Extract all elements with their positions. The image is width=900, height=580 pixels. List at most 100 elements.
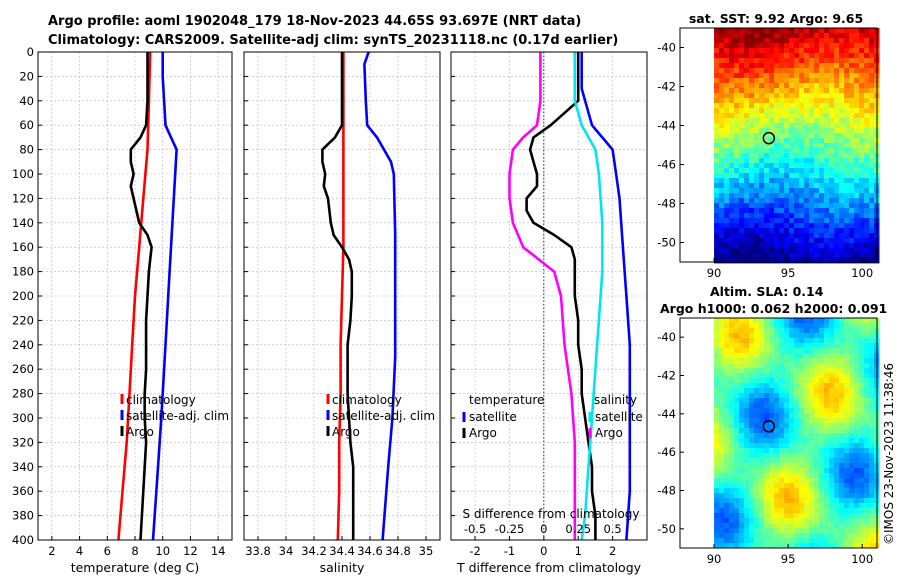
map-pixel bbox=[774, 153, 780, 159]
map-pixel bbox=[744, 513, 750, 519]
map-pixel bbox=[774, 138, 780, 144]
map-pixel bbox=[869, 383, 875, 389]
map-pixel bbox=[764, 468, 770, 474]
map-pixel bbox=[814, 448, 820, 454]
map-pixel bbox=[814, 538, 820, 544]
map-pixel bbox=[864, 113, 870, 119]
map-pixel bbox=[719, 243, 725, 249]
y-tick-label: 320 bbox=[12, 435, 34, 449]
map-pixel bbox=[739, 443, 745, 449]
map-pixel bbox=[829, 163, 835, 169]
map-pixel bbox=[799, 528, 805, 534]
map-pixel bbox=[799, 333, 805, 339]
legend-label: climatology bbox=[126, 393, 196, 407]
map-pixel bbox=[859, 143, 865, 149]
map-pixel bbox=[769, 503, 775, 509]
map-pixel bbox=[829, 178, 835, 184]
map-pixel bbox=[789, 448, 795, 454]
map-pixel bbox=[839, 378, 845, 384]
map-pixel bbox=[789, 378, 795, 384]
map-pixel bbox=[814, 413, 820, 419]
map-pixel bbox=[779, 398, 785, 404]
map-pixel bbox=[714, 488, 720, 494]
map-pixel bbox=[844, 343, 850, 349]
map-pixel bbox=[869, 133, 875, 139]
map-pixel bbox=[854, 453, 860, 459]
map-pixel bbox=[729, 498, 735, 504]
map-pixel bbox=[744, 488, 750, 494]
map-pixel bbox=[819, 423, 825, 429]
map-pixel bbox=[804, 518, 810, 524]
map-pixel bbox=[854, 33, 860, 39]
map-pixel bbox=[824, 168, 830, 174]
map-pixel bbox=[789, 143, 795, 149]
map-pixel bbox=[714, 118, 720, 124]
map-pixel bbox=[724, 533, 730, 539]
map-pixel bbox=[809, 413, 815, 419]
map-pixel bbox=[724, 318, 730, 324]
map-pixel bbox=[714, 168, 720, 174]
map-pixel bbox=[789, 63, 795, 69]
map-pixel bbox=[784, 538, 790, 544]
map-pixel bbox=[834, 378, 840, 384]
map-pixel bbox=[809, 123, 815, 129]
map-pixel bbox=[819, 43, 825, 49]
map-pixel bbox=[719, 443, 725, 449]
map-pixel bbox=[754, 498, 760, 504]
map-pixel bbox=[859, 538, 865, 544]
map-pixel bbox=[844, 438, 850, 444]
map-pixel bbox=[794, 363, 800, 369]
map-pixel bbox=[864, 163, 870, 169]
map-pixel bbox=[769, 33, 775, 39]
map-pixel bbox=[869, 48, 875, 54]
map-pixel bbox=[864, 383, 870, 389]
map-pixel bbox=[849, 348, 855, 354]
map-pixel bbox=[849, 378, 855, 384]
map-pixel bbox=[869, 418, 875, 424]
map-pixel bbox=[759, 493, 765, 499]
map-pixel bbox=[789, 103, 795, 109]
map-pixel bbox=[734, 483, 740, 489]
map-pixel bbox=[869, 118, 875, 124]
map-pixel bbox=[829, 378, 835, 384]
map-pixel bbox=[714, 483, 720, 489]
map-pixel bbox=[819, 378, 825, 384]
map-pixel bbox=[774, 363, 780, 369]
map-pixel bbox=[774, 133, 780, 139]
map-pixel bbox=[869, 153, 875, 159]
map-pixel bbox=[839, 353, 845, 359]
map-pixel bbox=[829, 483, 835, 489]
map-pixel bbox=[819, 468, 825, 474]
map-pixel bbox=[784, 163, 790, 169]
map-pixel bbox=[729, 538, 735, 544]
map-pixel bbox=[714, 43, 720, 49]
map-pixel bbox=[814, 328, 820, 334]
map-pixel bbox=[774, 113, 780, 119]
map-pixel bbox=[734, 328, 740, 334]
map-pixel bbox=[809, 168, 815, 174]
map-pixel bbox=[749, 233, 755, 239]
map-pixel bbox=[794, 523, 800, 529]
map-pixel bbox=[854, 473, 860, 479]
map-pixel bbox=[754, 328, 760, 334]
y-tick-label: 80 bbox=[19, 143, 34, 157]
map-pixel bbox=[854, 48, 860, 54]
map-pixel bbox=[794, 418, 800, 424]
map-pixel bbox=[769, 478, 775, 484]
legend-label: Argo bbox=[469, 426, 497, 440]
map-pixel bbox=[729, 98, 735, 104]
map-pixel bbox=[859, 218, 865, 224]
map-pixel bbox=[779, 368, 785, 374]
map-pixel bbox=[759, 68, 765, 74]
map-x-tick-label: 90 bbox=[707, 266, 722, 280]
map-pixel bbox=[739, 343, 745, 349]
map-pixel bbox=[839, 63, 845, 69]
map-pixel bbox=[799, 408, 805, 414]
map-pixel bbox=[799, 368, 805, 374]
map-pixel bbox=[724, 478, 730, 484]
map-pixel bbox=[769, 513, 775, 519]
map-pixel bbox=[734, 228, 740, 234]
map-pixel bbox=[789, 318, 795, 324]
map-pixel bbox=[864, 118, 870, 124]
y-tick-label: 200 bbox=[12, 289, 34, 303]
